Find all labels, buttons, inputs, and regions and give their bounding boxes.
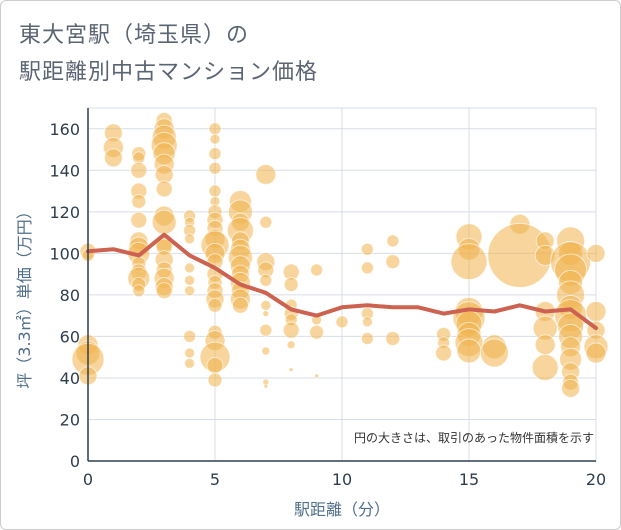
bubble-point xyxy=(288,367,294,373)
bubble-point xyxy=(360,331,374,345)
y-tick-label: 20 xyxy=(60,410,80,429)
axes xyxy=(87,108,596,462)
bubble-point xyxy=(435,344,453,362)
x-tick-label: 15 xyxy=(459,470,479,489)
bubble-point xyxy=(262,310,270,318)
bubble-point xyxy=(259,273,273,287)
bubble-point xyxy=(130,211,148,229)
x-tick-label: 10 xyxy=(332,470,352,489)
bubble-point xyxy=(585,342,607,364)
x-tick-label: 20 xyxy=(586,470,606,489)
bubble-point xyxy=(184,262,196,274)
bubble-point xyxy=(207,372,223,388)
bubble-point xyxy=(534,334,556,356)
bubble-point xyxy=(259,215,273,229)
bubble-point xyxy=(450,243,488,281)
bubble-point xyxy=(385,330,401,346)
bubble-point xyxy=(561,378,581,398)
y-tick-label: 80 xyxy=(60,286,80,305)
trend-line-series xyxy=(86,232,598,331)
bubble-point xyxy=(283,277,299,292)
bubble-point xyxy=(385,254,401,270)
bubble-point xyxy=(130,161,148,179)
bubble-point xyxy=(361,316,373,328)
y-tick-label: 160 xyxy=(49,120,80,139)
bubble-point xyxy=(263,383,269,389)
bubble-point xyxy=(255,163,277,185)
bubble-point xyxy=(261,346,271,356)
bubble-point xyxy=(208,161,222,175)
bubble-size-note: 円の大きさは、取引のあった物件面積を示す xyxy=(354,430,594,445)
chart-title-line-2: 駅距離別中古マンション価格 xyxy=(19,60,319,85)
bubble-point xyxy=(386,234,400,248)
bubble-point xyxy=(184,357,196,369)
bubble-point xyxy=(479,338,509,368)
y-tick-label: 140 xyxy=(49,161,80,180)
bubble-point xyxy=(586,243,606,263)
trend-line xyxy=(86,232,598,331)
bubble-point xyxy=(310,263,324,277)
bubble-point xyxy=(360,242,374,256)
bubble-point xyxy=(151,209,177,235)
y-tick-label: 0 xyxy=(70,452,80,471)
y-tick-label: 40 xyxy=(60,369,80,388)
bubble-point xyxy=(260,299,272,311)
y-axis-title: 坪（3.3㎡）単価（万円） xyxy=(15,203,34,388)
bubble-point xyxy=(155,282,173,300)
bubble-point xyxy=(207,297,223,313)
bubble-point xyxy=(132,284,146,298)
bubble-point xyxy=(131,193,147,209)
y-tick-label: 60 xyxy=(60,327,80,346)
bubble-point xyxy=(456,338,482,364)
chart-title-line-1: 東大宮駅（埼玉県）の xyxy=(19,23,250,48)
bubble-point xyxy=(184,233,196,245)
bubble-point xyxy=(103,148,123,168)
bubble-point xyxy=(209,133,221,145)
bubble-point xyxy=(208,184,222,198)
bubble-point xyxy=(184,274,196,286)
bubble-point xyxy=(155,180,173,198)
tick-labels: 0 20 40 60 80 100 120 140 160 0 5 10 15 20 xyxy=(49,120,606,489)
bubble-point xyxy=(531,354,559,382)
x-tick-label: 5 xyxy=(210,470,220,489)
x-tick-label: 0 xyxy=(83,470,93,489)
x-axis-title: 駅距離（分） xyxy=(294,500,390,519)
bubble-point xyxy=(208,147,222,161)
bubble-series xyxy=(71,111,609,398)
bubble-point xyxy=(309,324,325,340)
bubble-point xyxy=(184,347,196,359)
bubble-point xyxy=(208,122,222,136)
bubble-point xyxy=(286,340,296,350)
bubble-point xyxy=(282,321,300,339)
y-tick-label: 120 xyxy=(49,203,80,222)
bubble-point xyxy=(360,261,374,275)
y-tick-label: 100 xyxy=(49,244,80,263)
bubble-point xyxy=(335,315,349,329)
bubble-point xyxy=(231,296,249,314)
bubble-point xyxy=(183,329,197,343)
bubble-point xyxy=(206,356,224,374)
bubble-point xyxy=(259,323,273,337)
bubble-point xyxy=(585,300,607,322)
bubble-point xyxy=(184,285,196,297)
bubble-point xyxy=(314,373,320,379)
